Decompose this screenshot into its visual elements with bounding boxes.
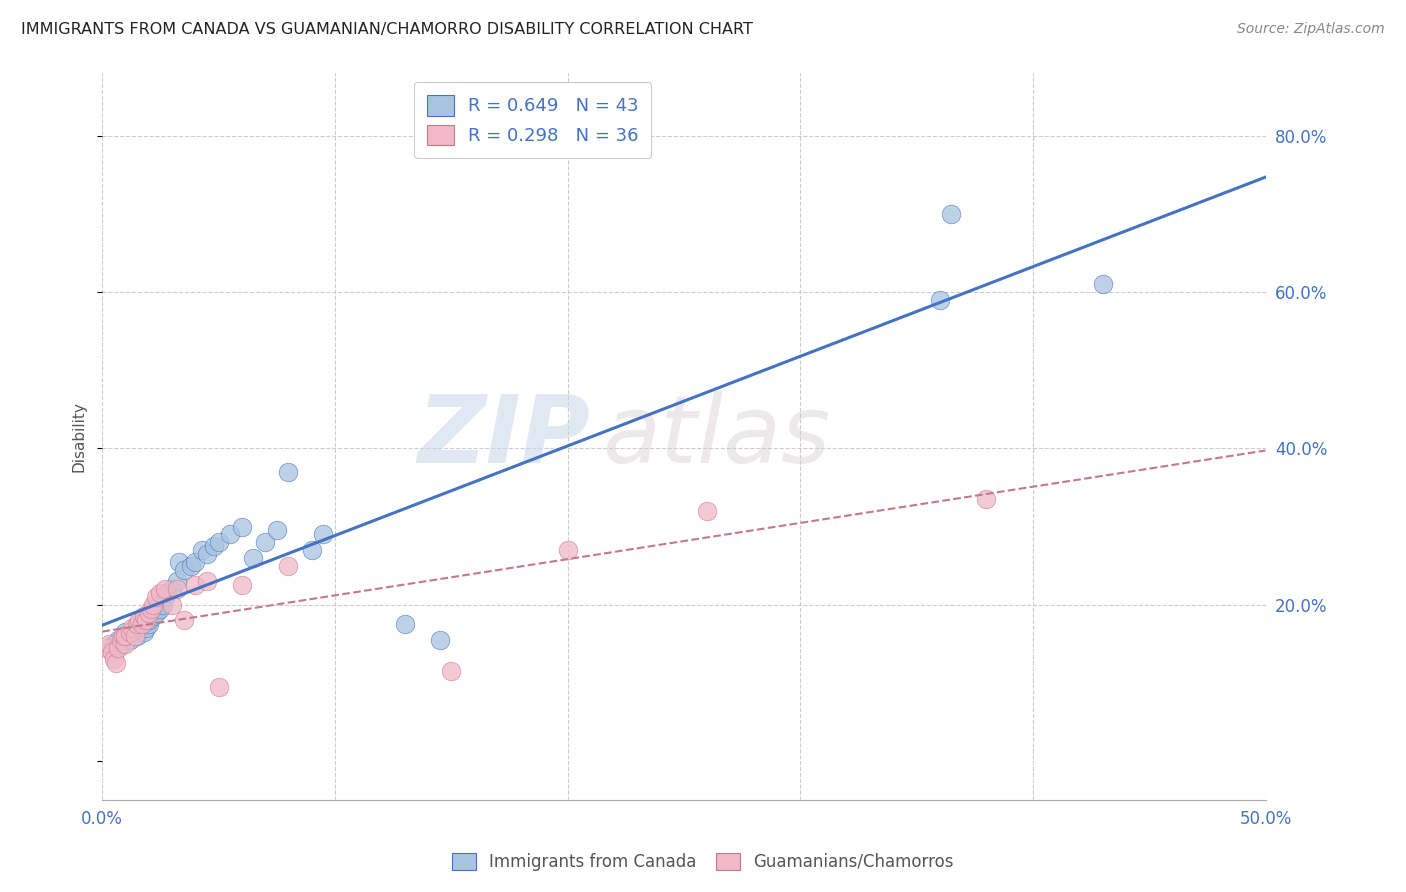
Point: [180, 558, 202, 573]
Point: [195, 547, 218, 561]
Point: [195, 574, 218, 589]
Point: [100, 645, 122, 659]
Point: [145, 606, 167, 620]
Point: [153, 590, 176, 604]
Text: Source: ZipAtlas.com: Source: ZipAtlas.com: [1237, 22, 1385, 37]
Point: [242, 550, 264, 565]
Point: [167, 555, 190, 569]
Point: [124, 629, 146, 643]
Point: [173, 562, 195, 576]
Point: [1091, 277, 1114, 292]
Text: IMMIGRANTS FROM CANADA VS GUAMANIAN/CHAMORRO DISABILITY CORRELATION CHART: IMMIGRANTS FROM CANADA VS GUAMANIAN/CHAM…: [21, 22, 754, 37]
Point: [142, 598, 165, 612]
Point: [128, 613, 150, 627]
Legend: Immigrants from Canada, Guamanians/Chamorros: Immigrants from Canada, Guamanians/Chamo…: [444, 845, 962, 880]
Point: [928, 293, 950, 307]
Point: [132, 625, 155, 640]
Point: [135, 621, 157, 635]
Point: [173, 613, 195, 627]
Point: [114, 629, 136, 643]
Point: [219, 527, 242, 541]
Point: [184, 578, 207, 592]
Point: [96, 640, 118, 655]
Point: [152, 598, 174, 612]
Point: [127, 621, 149, 635]
Point: [160, 582, 183, 596]
Point: [107, 632, 129, 647]
Point: [184, 555, 207, 569]
Point: [139, 601, 162, 615]
Point: [266, 524, 288, 538]
Point: [156, 586, 179, 600]
Point: [131, 617, 153, 632]
Point: [207, 535, 229, 549]
Point: [131, 613, 153, 627]
Point: [127, 629, 149, 643]
Point: [557, 543, 579, 558]
Point: [153, 582, 176, 596]
Point: [149, 586, 172, 600]
Point: [202, 539, 225, 553]
Point: [191, 543, 214, 558]
Point: [166, 582, 188, 596]
Point: [114, 637, 136, 651]
Legend: R = 0.649   N = 43, R = 0.298   N = 36: R = 0.649 N = 43, R = 0.298 N = 36: [413, 82, 651, 158]
Point: [941, 207, 963, 221]
Point: [166, 574, 188, 589]
Y-axis label: Disability: Disability: [72, 401, 86, 472]
Point: [103, 652, 125, 666]
Point: [277, 558, 299, 573]
Point: [114, 629, 136, 643]
Point: [696, 504, 718, 518]
Point: [127, 617, 149, 632]
Point: [112, 629, 135, 643]
Text: ZIP: ZIP: [418, 391, 591, 483]
Point: [98, 637, 121, 651]
Point: [142, 609, 165, 624]
Point: [160, 598, 183, 612]
Point: [312, 527, 335, 541]
Point: [394, 617, 416, 632]
Point: [132, 609, 155, 624]
Point: [254, 535, 277, 549]
Point: [105, 657, 128, 671]
Point: [110, 639, 132, 653]
Point: [976, 492, 998, 507]
Point: [231, 578, 253, 592]
Point: [138, 613, 160, 627]
Point: [120, 625, 142, 640]
Point: [301, 543, 323, 558]
Point: [107, 640, 129, 655]
Point: [128, 617, 150, 632]
Point: [145, 590, 167, 604]
Point: [120, 632, 142, 647]
Point: [149, 601, 172, 615]
Point: [138, 617, 160, 632]
Point: [207, 680, 229, 694]
Point: [121, 621, 143, 635]
Point: [277, 465, 299, 479]
Point: [114, 625, 136, 640]
Point: [110, 632, 132, 647]
Point: [231, 519, 253, 533]
Point: [429, 632, 451, 647]
Point: [440, 664, 463, 678]
Point: [138, 606, 160, 620]
Text: atlas: atlas: [602, 391, 831, 482]
Point: [103, 637, 125, 651]
Point: [135, 613, 157, 627]
